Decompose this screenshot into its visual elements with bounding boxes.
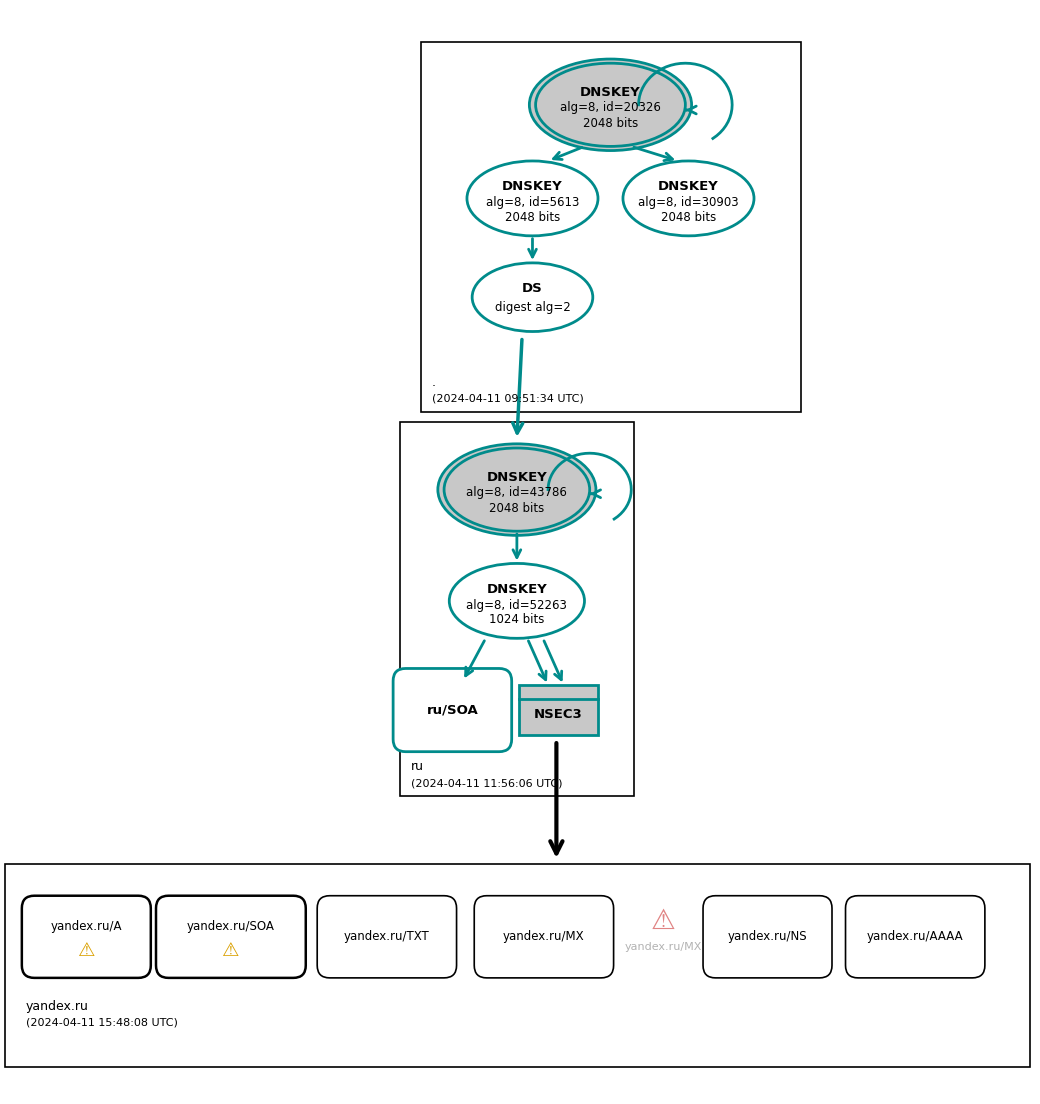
- Text: 1024 bits: 1024 bits: [489, 613, 545, 626]
- Text: yandex.ru: yandex.ru: [26, 999, 88, 1012]
- FancyBboxPatch shape: [474, 895, 614, 978]
- Text: 2048 bits: 2048 bits: [582, 117, 639, 130]
- Text: ru: ru: [411, 761, 424, 774]
- Ellipse shape: [438, 444, 596, 535]
- Text: 2048 bits: 2048 bits: [504, 211, 561, 224]
- Text: yandex.ru/SOA: yandex.ru/SOA: [187, 920, 275, 933]
- Ellipse shape: [444, 448, 590, 531]
- Text: alg=8, id=5613: alg=8, id=5613: [486, 197, 579, 209]
- Ellipse shape: [472, 263, 593, 331]
- Text: yandex.ru/TXT: yandex.ru/TXT: [344, 931, 430, 943]
- Text: yandex.ru/A: yandex.ru/A: [51, 920, 122, 933]
- FancyBboxPatch shape: [22, 895, 151, 978]
- Text: yandex.ru/NS: yandex.ru/NS: [728, 931, 807, 943]
- FancyBboxPatch shape: [317, 895, 457, 978]
- Ellipse shape: [449, 563, 584, 638]
- Text: 2048 bits: 2048 bits: [660, 211, 717, 224]
- FancyBboxPatch shape: [703, 895, 832, 978]
- FancyBboxPatch shape: [156, 895, 306, 978]
- Text: ru/SOA: ru/SOA: [426, 703, 478, 716]
- Text: NSEC3: NSEC3: [535, 708, 582, 721]
- Text: ⚠: ⚠: [78, 941, 95, 959]
- FancyBboxPatch shape: [519, 686, 598, 735]
- Bar: [5, 864, 1030, 1066]
- Text: (2024-04-11 09:51:34 UTC): (2024-04-11 09:51:34 UTC): [432, 393, 583, 403]
- Text: ⚠: ⚠: [651, 907, 676, 935]
- Text: DS: DS: [522, 283, 543, 296]
- FancyBboxPatch shape: [846, 895, 985, 978]
- Text: alg=8, id=43786: alg=8, id=43786: [467, 486, 567, 499]
- Ellipse shape: [536, 63, 685, 147]
- Text: ⚠: ⚠: [223, 941, 239, 959]
- Bar: [421, 42, 801, 412]
- Text: yandex.ru/AAAA: yandex.ru/AAAA: [867, 931, 963, 943]
- Text: yandex.ru/MX: yandex.ru/MX: [503, 931, 584, 943]
- Text: DNSKEY: DNSKEY: [487, 583, 547, 596]
- Bar: [400, 422, 634, 796]
- Text: yandex.ru/MX: yandex.ru/MX: [625, 942, 702, 952]
- Text: 2048 bits: 2048 bits: [489, 502, 545, 514]
- Text: alg=8, id=52263: alg=8, id=52263: [467, 598, 567, 612]
- Ellipse shape: [623, 161, 754, 236]
- Text: (2024-04-11 15:48:08 UTC): (2024-04-11 15:48:08 UTC): [26, 1017, 178, 1027]
- Ellipse shape: [467, 161, 598, 236]
- Text: digest alg=2: digest alg=2: [495, 301, 570, 315]
- Text: DNSKEY: DNSKEY: [580, 86, 641, 99]
- Text: DNSKEY: DNSKEY: [658, 180, 719, 193]
- Text: DNSKEY: DNSKEY: [487, 470, 547, 484]
- Text: alg=8, id=30903: alg=8, id=30903: [639, 197, 738, 209]
- FancyBboxPatch shape: [393, 669, 512, 752]
- Text: DNSKEY: DNSKEY: [502, 180, 563, 193]
- Text: (2024-04-11 11:56:06 UTC): (2024-04-11 11:56:06 UTC): [411, 778, 563, 788]
- Text: .: .: [432, 375, 436, 389]
- Ellipse shape: [529, 59, 692, 150]
- Text: alg=8, id=20326: alg=8, id=20326: [561, 102, 660, 115]
